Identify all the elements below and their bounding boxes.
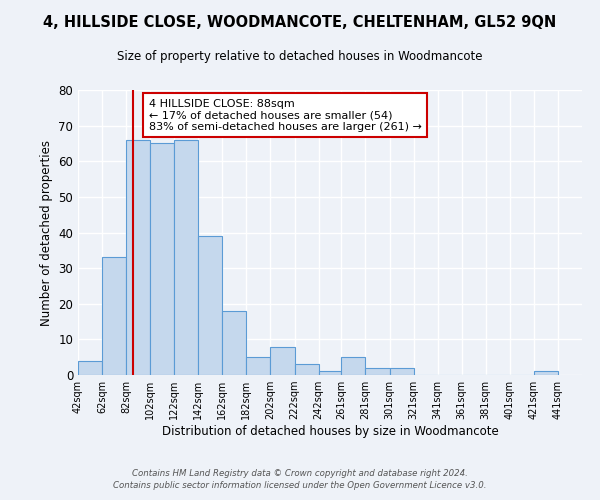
Y-axis label: Number of detached properties: Number of detached properties (40, 140, 53, 326)
Bar (534, 372, 558, 375)
Bar (126, 140, 150, 375)
Bar (198, 236, 223, 375)
Text: Size of property relative to detached houses in Woodmancote: Size of property relative to detached ho… (117, 50, 483, 63)
Text: Contains HM Land Registry data © Crown copyright and database right 2024.
Contai: Contains HM Land Registry data © Crown c… (113, 468, 487, 490)
Text: 4, HILLSIDE CLOSE, WOODMANCOTE, CHELTENHAM, GL52 9QN: 4, HILLSIDE CLOSE, WOODMANCOTE, CHELTENH… (43, 15, 557, 30)
Bar (247, 357, 271, 375)
Bar (295, 364, 319, 375)
Bar (102, 258, 126, 375)
Bar (150, 144, 174, 375)
Text: 4 HILLSIDE CLOSE: 88sqm
← 17% of detached houses are smaller (54)
83% of semi-de: 4 HILLSIDE CLOSE: 88sqm ← 17% of detache… (149, 98, 421, 132)
Bar (78, 361, 102, 375)
Bar (271, 346, 295, 375)
Bar (319, 372, 341, 375)
Bar (341, 357, 365, 375)
Bar (223, 311, 247, 375)
X-axis label: Distribution of detached houses by size in Woodmancote: Distribution of detached houses by size … (161, 425, 499, 438)
Bar (365, 368, 389, 375)
Bar (389, 368, 413, 375)
Bar (174, 140, 198, 375)
